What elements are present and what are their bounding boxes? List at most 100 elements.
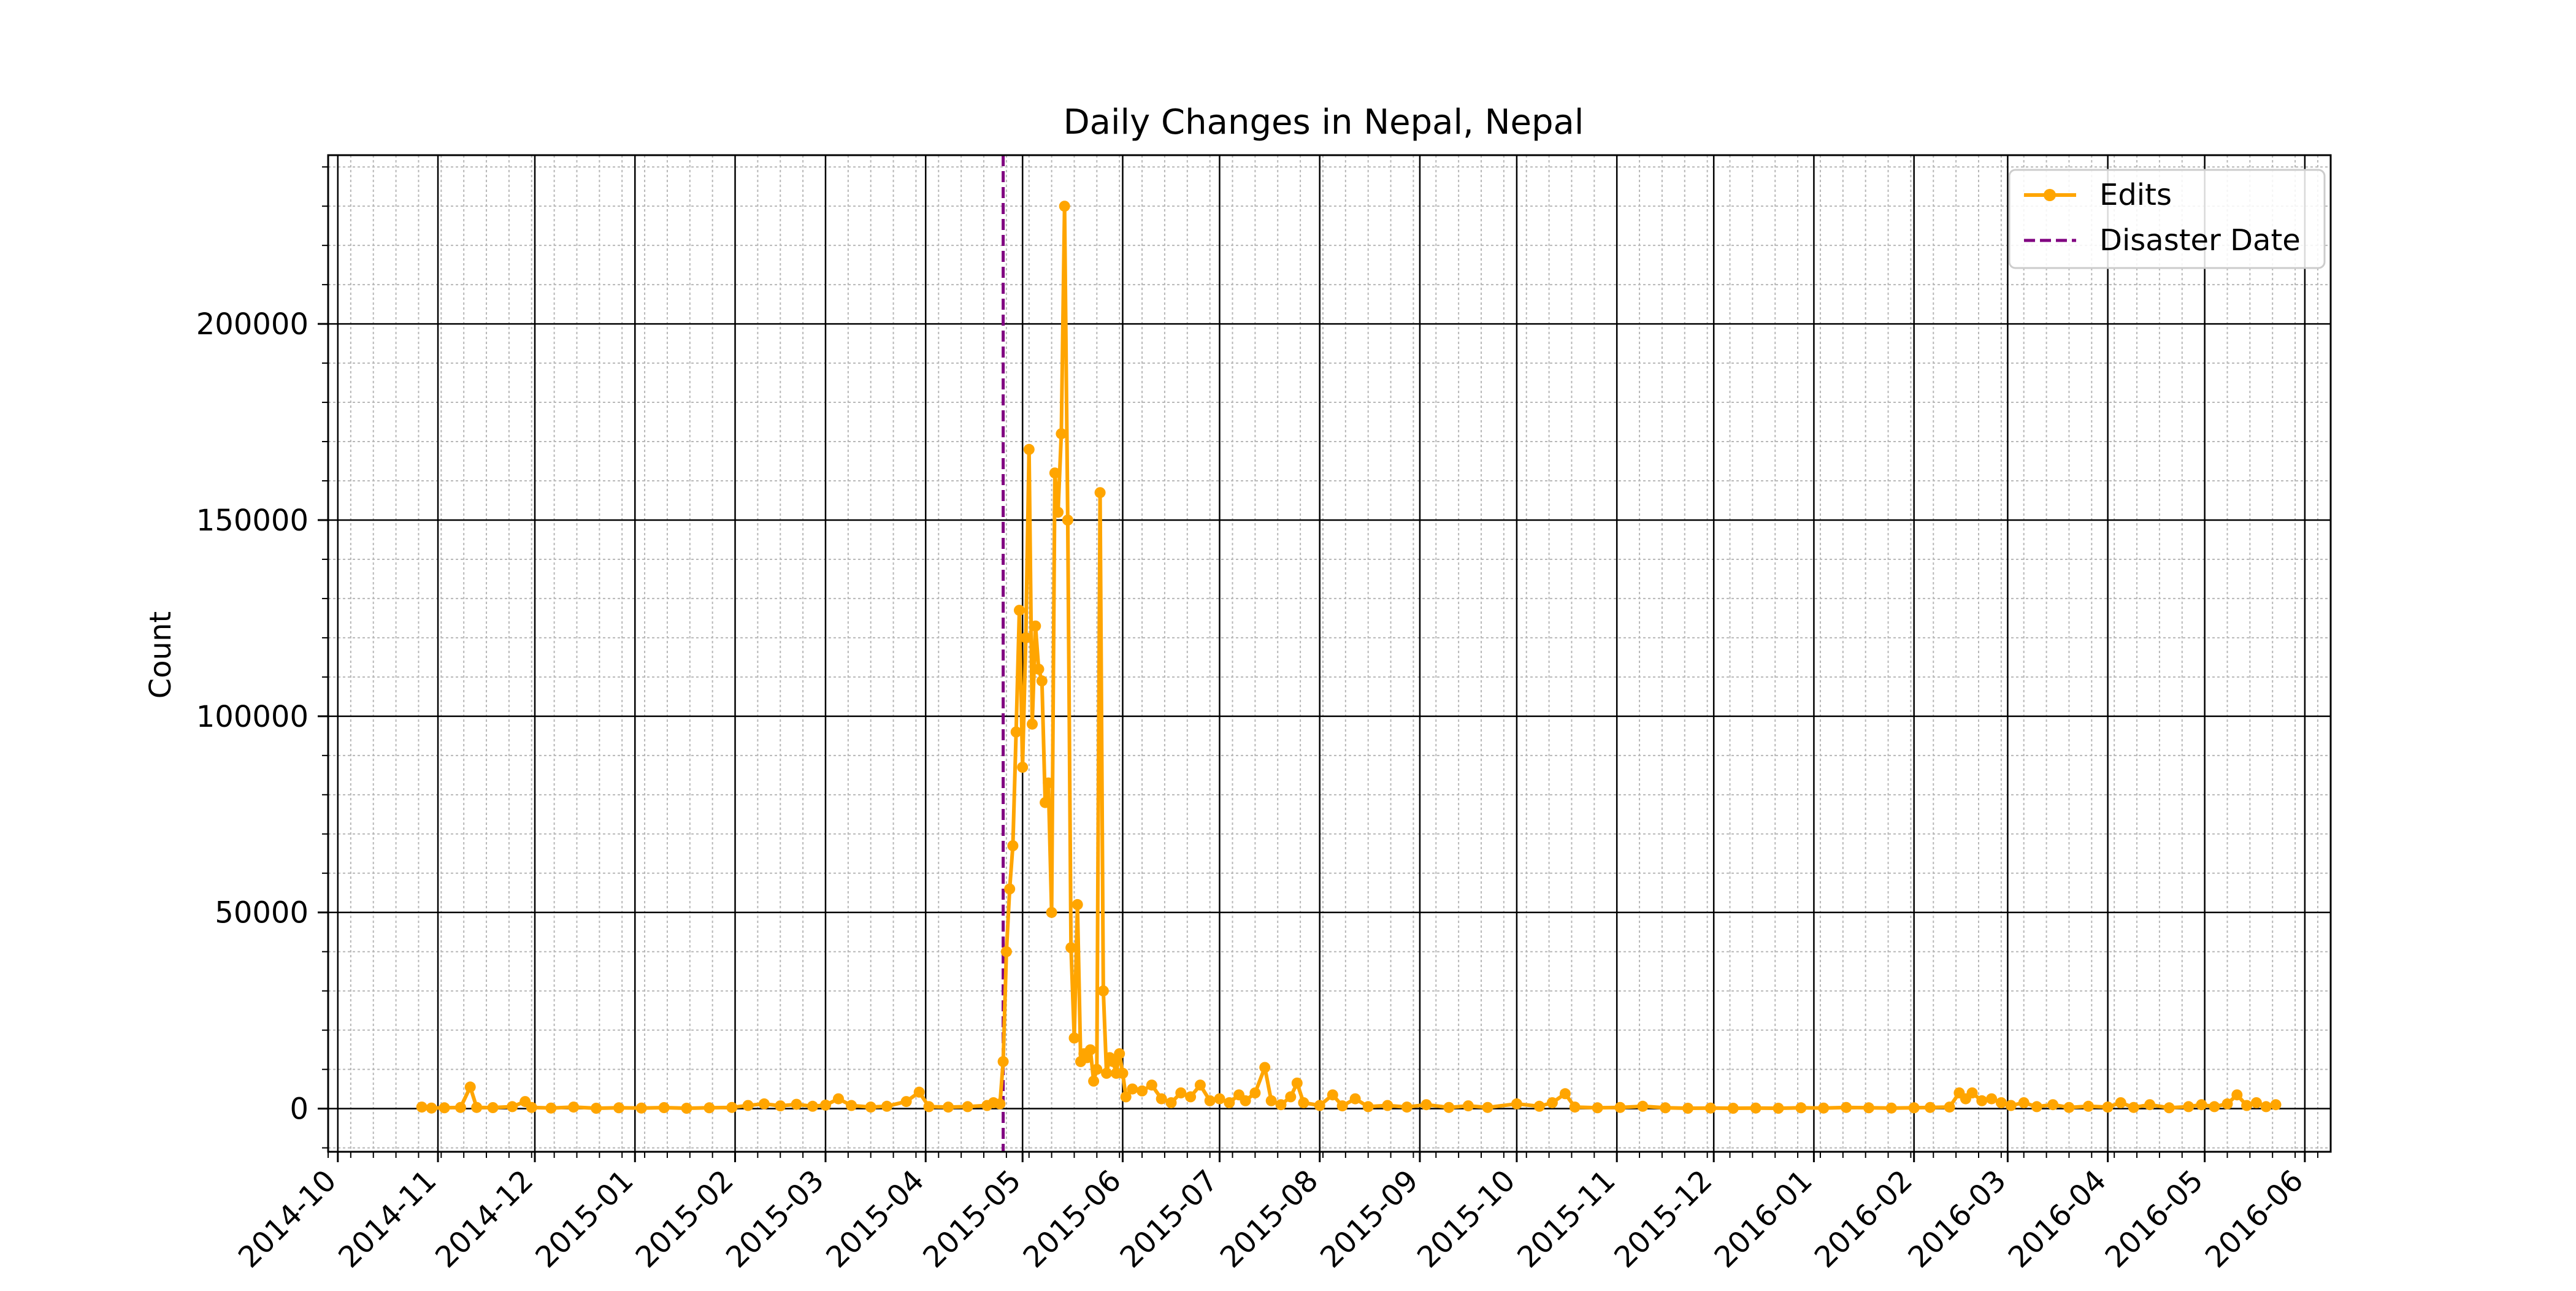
- data-point: [416, 1101, 427, 1113]
- data-point: [943, 1101, 954, 1113]
- data-point: [1185, 1091, 1197, 1103]
- data-point: [923, 1101, 935, 1113]
- data-point: [1084, 1044, 1096, 1055]
- data-point: [1285, 1091, 1297, 1103]
- data-point: [1071, 898, 1083, 910]
- data-point: [1443, 1101, 1455, 1113]
- data-point: [1976, 1095, 1988, 1106]
- data-point: [1546, 1097, 1558, 1108]
- data-point: [1062, 515, 1073, 526]
- y-tick-label: 0: [289, 1092, 309, 1127]
- data-point: [2221, 1098, 2233, 1109]
- data-point: [1818, 1102, 1830, 1114]
- data-point: [1165, 1097, 1177, 1108]
- data-point: [2241, 1100, 2253, 1111]
- data-point: [2031, 1101, 2042, 1113]
- minor-gridlines: [328, 155, 2331, 1152]
- data-point: [1194, 1079, 1206, 1091]
- data-point: [1362, 1101, 1374, 1113]
- data-point: [1336, 1100, 1348, 1112]
- data-point: [1327, 1089, 1338, 1101]
- data-point: [846, 1100, 857, 1111]
- data-point: [545, 1102, 557, 1114]
- data-point: [1885, 1102, 1897, 1114]
- data-point: [2115, 1097, 2126, 1108]
- legend-box: [2008, 169, 2326, 269]
- data-point: [1265, 1095, 1277, 1106]
- data-point: [881, 1100, 892, 1112]
- data-point: [1240, 1095, 1251, 1106]
- plot-area-border: [327, 154, 2332, 1153]
- data-point: [658, 1102, 670, 1113]
- data-point: [1795, 1102, 1807, 1114]
- data-point: [1614, 1101, 1626, 1113]
- data-point: [997, 1055, 1009, 1067]
- data-point: [1004, 883, 1016, 895]
- data-point: [994, 1098, 1006, 1109]
- data-point: [1382, 1100, 1393, 1111]
- data-point: [526, 1101, 537, 1113]
- data-point: [1482, 1101, 1493, 1113]
- data-point: [742, 1100, 754, 1111]
- data-point: [1559, 1088, 1571, 1100]
- data-point: [1030, 620, 1041, 632]
- data-point: [2144, 1099, 2156, 1111]
- data-point: [2270, 1099, 2282, 1111]
- data-point: [1023, 443, 1035, 455]
- legend-edits-label: Edits: [2099, 178, 2172, 212]
- data-point: [2128, 1101, 2139, 1113]
- data-point: [1863, 1102, 1874, 1114]
- legend: Edits Disaster Date: [2008, 169, 2326, 269]
- data-point: [1046, 906, 1057, 918]
- data-point: [1420, 1099, 1432, 1111]
- data-point: [2047, 1099, 2059, 1111]
- major-gridlines: [328, 155, 2331, 1152]
- data-point: [1275, 1099, 1287, 1111]
- data-point: [1401, 1101, 1413, 1113]
- data-point: [1014, 605, 1025, 616]
- y-axis-label: Count: [144, 611, 178, 699]
- data-point: [1704, 1102, 1716, 1114]
- data-point: [507, 1101, 518, 1113]
- data-point: [833, 1093, 844, 1105]
- y-tick-label: 200000: [196, 307, 309, 342]
- y-tick-label: 50000: [215, 896, 309, 930]
- data-point: [2163, 1102, 2175, 1114]
- data-point: [1010, 726, 1022, 738]
- data-point: [1462, 1100, 1474, 1112]
- data-point: [1511, 1098, 1522, 1109]
- data-point: [1249, 1087, 1261, 1098]
- data-point: [1204, 1095, 1216, 1106]
- data-point: [1773, 1103, 1784, 1114]
- data-point: [1146, 1079, 1157, 1091]
- data-point: [1175, 1087, 1187, 1098]
- data-point: [726, 1101, 738, 1113]
- data-point: [2196, 1099, 2207, 1111]
- data-point: [775, 1100, 786, 1112]
- data-point: [1052, 507, 1064, 518]
- data-point: [1966, 1087, 1978, 1098]
- data-point: [2250, 1097, 2262, 1108]
- data-point: [1660, 1102, 1671, 1114]
- data-point: [1224, 1097, 1235, 1108]
- data-point: [2005, 1100, 2017, 1111]
- data-point: [1137, 1085, 1148, 1097]
- data-point: [1908, 1102, 1920, 1114]
- data-point: [1841, 1101, 1852, 1113]
- data-point: [1088, 1075, 1100, 1087]
- data-point: [2018, 1097, 2030, 1108]
- data-point: [471, 1101, 483, 1113]
- data-point: [1007, 840, 1019, 851]
- data-point: [865, 1101, 876, 1113]
- data-point: [913, 1086, 925, 1098]
- data-point: [1750, 1102, 1761, 1114]
- data-point: [1068, 1032, 1080, 1044]
- data-point: [1944, 1101, 1955, 1113]
- data-point: [1043, 777, 1054, 789]
- data-point: [439, 1102, 450, 1114]
- data-point: [591, 1103, 602, 1114]
- data-point: [1033, 664, 1045, 675]
- legend-disaster-label: Disaster Date: [2099, 223, 2301, 258]
- data-point: [1040, 797, 1051, 808]
